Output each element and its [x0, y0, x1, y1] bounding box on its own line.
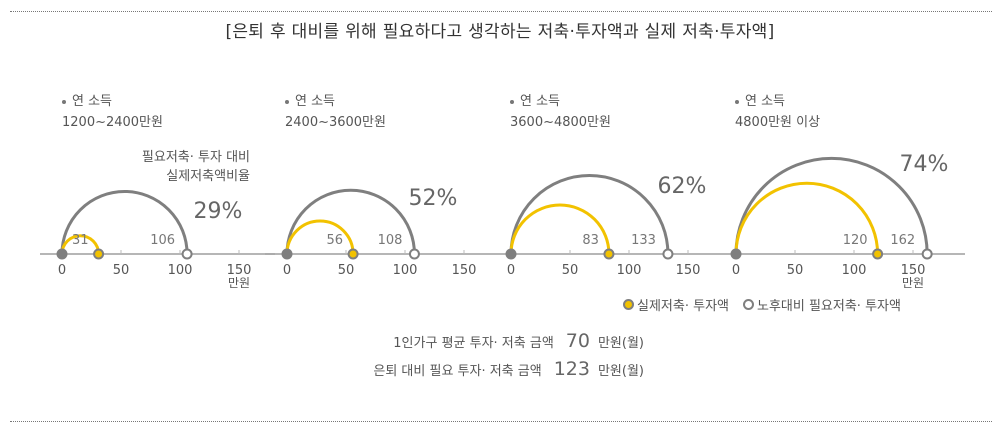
actual-arc	[60, 234, 101, 255]
income-caption: 연 소득	[520, 94, 561, 109]
required-marker	[408, 248, 420, 260]
legend-item-actual: 실제저축· 투자액	[623, 295, 729, 314]
top-divider	[10, 11, 992, 12]
axis-tick-label: 100	[842, 263, 867, 278]
income-range: 1200~2400만원	[62, 115, 163, 130]
actual-value-label: 83	[582, 233, 599, 248]
bullet-icon	[735, 99, 739, 104]
required-value-label: 108	[378, 233, 403, 248]
ratio-caption: 필요저축· 투자 대비 실제저축액비율	[110, 148, 250, 186]
axis-tick-label: 0	[58, 263, 66, 278]
ratio-caption-line-2: 실제저축액비율	[166, 169, 250, 184]
axis-tick-label: 150	[901, 263, 926, 278]
summary-label: 은퇴 대비 필요 투자· 저축 금액	[373, 364, 542, 379]
bullet-icon	[62, 99, 66, 104]
summary-row-required: 은퇴 대비 필요 투자· 저축 금액 123 만원(월)	[330, 358, 670, 386]
actual-marker	[603, 248, 615, 260]
actual-value-label: 120	[843, 233, 868, 248]
summary-unit: 만원(월)	[597, 364, 644, 379]
axis-tick-label: 0	[507, 263, 515, 278]
required-arc	[60, 189, 189, 255]
income-caption: 연 소득	[295, 94, 336, 109]
required-value-label: 133	[631, 233, 656, 248]
legend-label: 실제저축· 투자액	[637, 299, 729, 314]
axis-tick-label: 150	[227, 263, 252, 278]
panel-label-1: 연 소득 1200~2400만원	[60, 91, 163, 133]
actual-value-label: 56	[327, 233, 344, 248]
filled-dot-icon	[623, 299, 634, 310]
actual-arc	[734, 181, 880, 255]
income-range: 4800만원 이상	[735, 115, 821, 130]
axis-tick-label: 50	[338, 263, 355, 278]
actual-marker	[93, 248, 105, 260]
required-arc	[285, 188, 416, 255]
summary-value: 70	[565, 330, 590, 352]
summary-unit: 만원(월)	[597, 336, 644, 351]
ratio-caption-line-1: 필요저축· 투자 대비	[141, 150, 250, 165]
bullet-icon	[285, 99, 289, 104]
required-value-label: 106	[150, 233, 175, 248]
panel-label-3: 연 소득 3600~4800만원	[508, 91, 611, 133]
axis-tick-label: 100	[168, 263, 193, 278]
origin-dot	[730, 248, 742, 260]
axis-unit-label: 만원	[902, 276, 924, 290]
summary-label: 1인가구 평균 투자· 저축 금액	[393, 336, 554, 351]
ratio-percent: 74%	[900, 152, 949, 177]
income-caption: 연 소득	[745, 94, 786, 109]
chart-title: [은퇴 후 대비를 위해 필요하다고 생각하는 저축·투자액과 실제 저축·투자…	[225, 22, 775, 42]
bullet-icon	[510, 99, 514, 104]
ratio-percent: 52%	[409, 186, 458, 211]
legend-label: 노후대비 필요저축· 투자액	[757, 299, 901, 314]
required-marker	[181, 248, 193, 260]
bottom-divider	[10, 421, 992, 422]
required-marker	[921, 248, 933, 260]
actual-arc	[285, 219, 355, 255]
actual-marker	[347, 248, 359, 260]
actual-marker	[872, 248, 884, 260]
legend: 실제저축· 투자액 노후대비 필요저축· 투자액	[623, 295, 915, 314]
origin-dot	[505, 248, 517, 260]
axis-tick-label: 150	[676, 263, 701, 278]
origin-dot	[56, 248, 68, 260]
axis-tick-label: 50	[113, 263, 130, 278]
required-value-label: 162	[890, 233, 915, 248]
summary-value: 123	[553, 358, 590, 380]
actual-arc	[509, 203, 611, 255]
origin-dot	[281, 248, 293, 260]
axis-tick-label: 50	[787, 263, 804, 278]
actual-value-label: 31	[72, 233, 89, 248]
panel-label-4: 연 소득 4800만원 이상	[733, 91, 820, 133]
axis-tick-label: 150	[452, 263, 477, 278]
required-arc	[509, 174, 670, 255]
income-range: 2400~3600만원	[285, 115, 386, 130]
axis-tick-label: 50	[562, 263, 579, 278]
axis-tick-label: 0	[732, 263, 740, 278]
summary-box: 1인가구 평균 투자· 저축 금액 70 만원(월) 은퇴 대비 필요 투자· …	[330, 330, 670, 386]
axis-tick-label: 100	[617, 263, 642, 278]
required-arc	[734, 157, 929, 255]
hollow-dot-icon	[743, 299, 754, 310]
axis-tick-label: 100	[393, 263, 418, 278]
required-marker	[662, 248, 674, 260]
panel-label-2: 연 소득 2400~3600만원	[283, 91, 386, 133]
axis-unit-label: 만원	[228, 276, 250, 290]
summary-row-average: 1인가구 평균 투자· 저축 금액 70 만원(월)	[330, 330, 670, 358]
legend-item-required: 노후대비 필요저축· 투자액	[743, 295, 901, 314]
income-caption: 연 소득	[72, 94, 113, 109]
axis-tick-label: 0	[283, 263, 291, 278]
ratio-percent: 29%	[194, 199, 243, 224]
income-range: 3600~4800만원	[510, 115, 611, 130]
ratio-percent: 62%	[658, 174, 707, 199]
